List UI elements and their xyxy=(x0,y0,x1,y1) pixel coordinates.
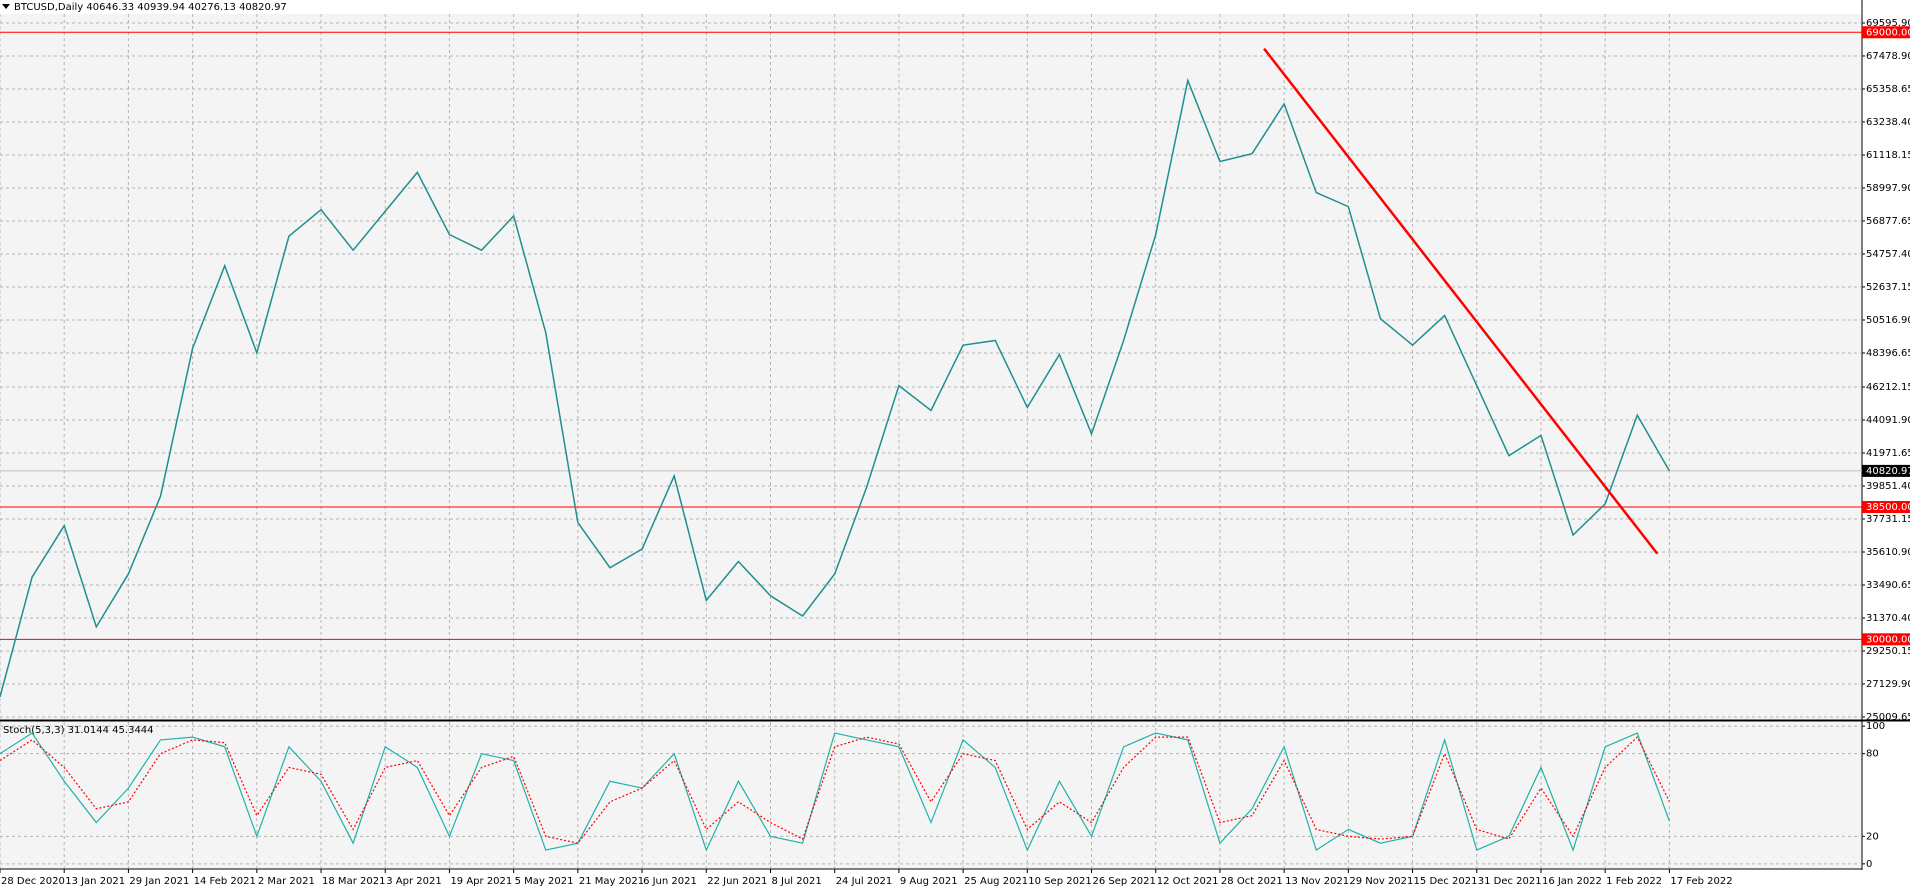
x-tick-label: 16 Jan 2022 xyxy=(1542,876,1602,887)
price-label-bg xyxy=(1862,464,1910,477)
x-tick-label: 13 Jan 2021 xyxy=(65,876,125,887)
y-tick-label: 56877.65 xyxy=(1866,216,1910,227)
stoch-panel xyxy=(0,722,1862,868)
y-tick-label: 58997.90 xyxy=(1866,183,1910,194)
stoch-line xyxy=(0,732,1670,852)
x-tick-label: 13 Nov 2021 xyxy=(1285,876,1349,887)
menu-triangle xyxy=(2,4,10,9)
x-tick-label: 17 Feb 2022 xyxy=(1670,876,1732,887)
x-tick-label: 10 Sep 2021 xyxy=(1028,876,1091,887)
y-tick-label: 39851.40 xyxy=(1866,481,1910,492)
y-tick-label: 41971.65 xyxy=(1866,448,1910,459)
y-tick-label: 0 xyxy=(1866,859,1872,870)
y-tick-label: 80 xyxy=(1866,749,1879,760)
price-label: 30000.00 xyxy=(1866,634,1910,645)
y-tick-label: 52637.15 xyxy=(1866,282,1910,293)
x-tick-label: 26 Sep 2021 xyxy=(1093,876,1156,887)
y-tick-label: 100 xyxy=(1866,721,1885,732)
price-line xyxy=(0,77,1671,698)
x-tick-label: 12 Oct 2021 xyxy=(1157,876,1219,887)
y-tick-label: 20 xyxy=(1866,831,1879,842)
price-label-bg xyxy=(1862,633,1910,646)
y-tick-label: 31370.40 xyxy=(1866,613,1910,624)
x-tick-label: 14 Feb 2021 xyxy=(194,876,256,887)
x-tick-label: 18 Mar 2021 xyxy=(322,876,385,887)
x-tick-label: 15 Dec 2021 xyxy=(1414,876,1478,887)
y-tick-label: 33490.65 xyxy=(1866,580,1910,591)
x-tick-label: 1 Feb 2022 xyxy=(1606,876,1662,887)
x-tick-label: 5 May 2021 xyxy=(515,876,574,887)
price-panel xyxy=(0,14,1862,720)
x-tick-label: 19 Apr 2021 xyxy=(450,876,512,887)
x-tick-label: 22 Jun 2021 xyxy=(707,876,767,887)
x-tick-label: 3 Apr 2021 xyxy=(386,876,441,887)
y-tick-label: 25009.65 xyxy=(1866,712,1910,723)
x-tick-label: 24 Jul 2021 xyxy=(836,876,893,887)
x-tick-label: 29 Nov 2021 xyxy=(1349,876,1413,887)
x-tick-label: 2 Mar 2021 xyxy=(258,876,315,887)
price-header: BTCUSD,Daily 40646.33 40939.94 40276.13 … xyxy=(14,2,287,13)
y-tick-label: 50516.90 xyxy=(1866,315,1910,326)
y-tick-label: 65358.65 xyxy=(1866,84,1910,95)
y-tick-label: 29250.15 xyxy=(1866,646,1910,657)
price-label-bg xyxy=(1862,26,1910,39)
x-tick-label: 6 Jun 2021 xyxy=(643,876,697,887)
y-tick-label: 63238.40 xyxy=(1866,117,1910,128)
price-label: 38500.00 xyxy=(1866,502,1910,513)
stoch-line xyxy=(0,736,1670,844)
x-tick-label: 25 Aug 2021 xyxy=(964,876,1028,887)
price-label: 40820.97 xyxy=(1866,466,1910,477)
y-tick-label: 44091.90 xyxy=(1866,415,1910,426)
x-tick-label: 28 Oct 2021 xyxy=(1221,876,1283,887)
y-tick-label: 69595.90 xyxy=(1866,18,1910,29)
y-tick-label: 35610.90 xyxy=(1866,547,1910,558)
trendline xyxy=(1263,47,1659,555)
y-tick-label: 27129.90 xyxy=(1866,679,1910,690)
y-tick-label: 46212.15 xyxy=(1866,382,1910,393)
y-tick-label: 37731.15 xyxy=(1866,514,1910,525)
stoch-header: Stoch(5,3,3) 31.0144 45.3444 xyxy=(3,725,154,736)
y-tick-label: 61118.15 xyxy=(1866,150,1910,161)
price-label: 69000.00 xyxy=(1866,27,1910,38)
x-tick-label: 29 Jan 2021 xyxy=(129,876,189,887)
x-tick-label: 21 May 2021 xyxy=(579,876,644,887)
y-tick-label: 48396.65 xyxy=(1866,348,1910,359)
y-tick-label: 54757.40 xyxy=(1866,249,1910,260)
x-tick-label: 8 Jul 2021 xyxy=(771,876,821,887)
y-tick-label: 67478.90 xyxy=(1866,51,1910,62)
price-label-bg xyxy=(1862,501,1910,514)
x-tick-label: 31 Dec 2021 xyxy=(1478,876,1542,887)
x-tick-label: 9 Aug 2021 xyxy=(900,876,958,887)
x-tick-label: 28 Dec 2020 xyxy=(1,876,65,887)
